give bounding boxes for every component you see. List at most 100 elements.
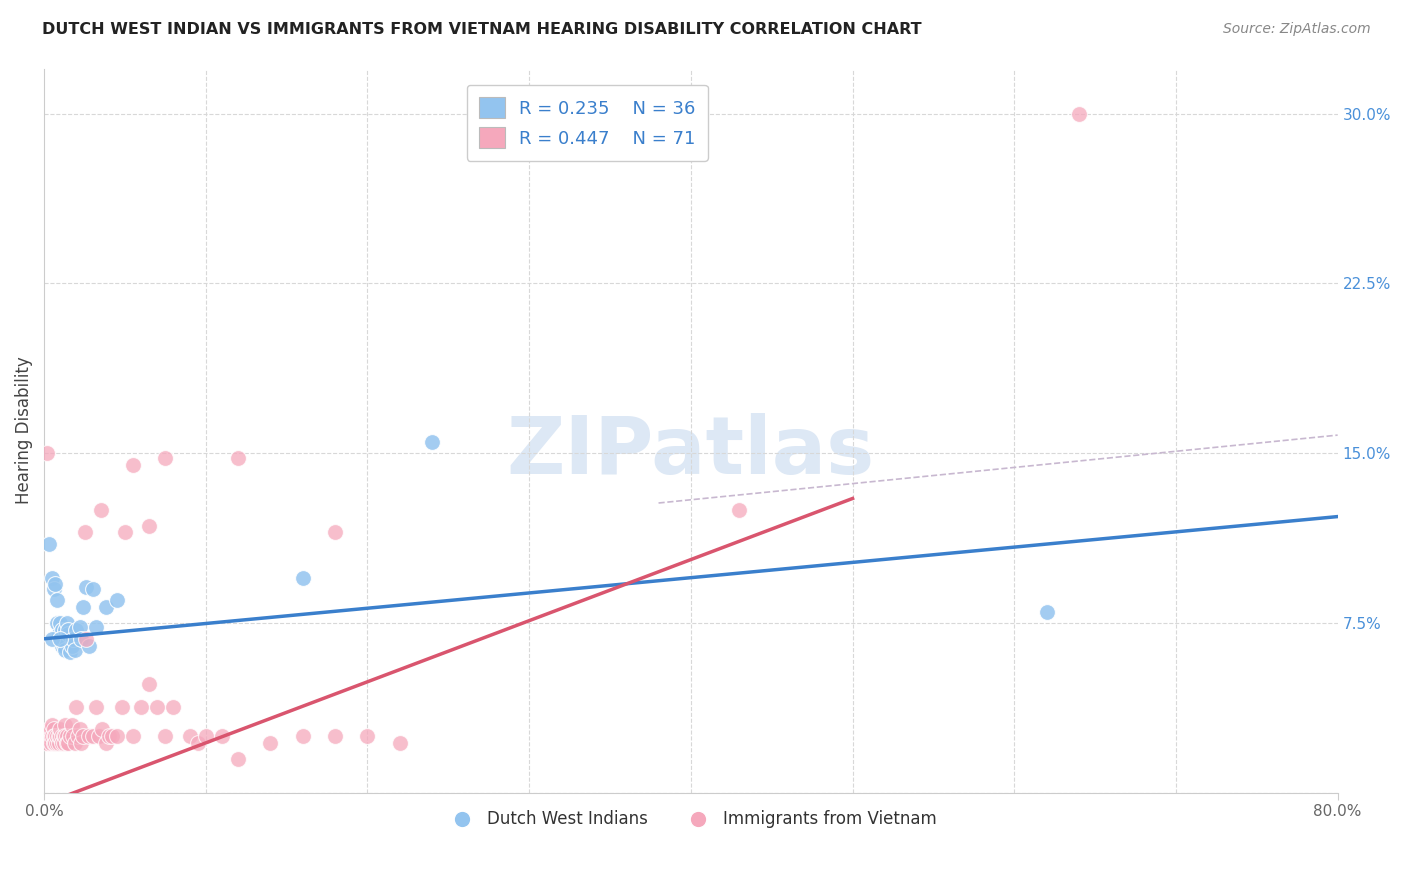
Point (37, 729, 59, 743)
Point (42, 729, 65, 743)
Point (42, 582, 65, 596)
Point (73, 525, 96, 540)
Point (84, 620, 107, 634)
Point (51, 736, 73, 750)
Point (155, 450, 177, 465)
Point (52, 729, 75, 743)
Point (52, 634, 75, 648)
Point (138, 518, 160, 533)
Point (62, 632, 84, 646)
Point (105, 593, 128, 607)
Point (87, 729, 110, 743)
Point (75, 580, 97, 594)
Point (114, 525, 136, 540)
Point (84, 699, 107, 714)
Point (79, 639, 101, 653)
Point (63, 643, 86, 657)
Point (44, 736, 66, 750)
Point (53, 643, 76, 657)
Point (1067, 107, 1090, 121)
Point (42, 736, 65, 750)
Point (49, 632, 72, 646)
Point (356, 729, 378, 743)
Point (46, 736, 69, 750)
Point (129, 699, 152, 714)
Point (51, 729, 73, 743)
Point (323, 525, 346, 540)
Point (122, 729, 145, 743)
Point (70, 632, 93, 646)
Point (38, 729, 60, 743)
Point (90, 503, 112, 517)
Point (259, 736, 281, 750)
Point (52, 736, 75, 750)
Point (44, 577, 66, 591)
Point (69, 723, 91, 737)
Point (82, 729, 104, 743)
Point (37, 446, 59, 460)
Point (49, 723, 72, 737)
Point (46, 729, 69, 743)
Point (42, 723, 65, 737)
Point (94, 736, 117, 750)
Point (59, 729, 82, 743)
Point (323, 729, 346, 743)
Point (1035, 605, 1057, 619)
Point (388, 736, 411, 750)
Point (69, 620, 91, 634)
Point (194, 729, 217, 743)
Point (111, 699, 134, 714)
Point (291, 729, 314, 743)
Point (162, 699, 184, 714)
Point (41, 571, 63, 585)
Text: ZIPatlas: ZIPatlas (506, 413, 875, 491)
Point (48, 736, 70, 750)
Point (48, 729, 70, 743)
Point (101, 729, 124, 743)
Point (67, 729, 90, 743)
Text: Source: ZipAtlas.com: Source: ZipAtlas.com (1223, 22, 1371, 37)
Point (53, 623, 76, 637)
Point (70, 736, 93, 750)
Point (420, 434, 443, 449)
Point (37, 736, 59, 750)
Point (75, 632, 97, 646)
Point (39, 736, 62, 750)
Point (138, 677, 160, 691)
Point (79, 729, 101, 743)
Point (105, 729, 128, 743)
Point (51, 623, 73, 637)
Point (146, 699, 169, 714)
Point (72, 729, 94, 743)
Point (65, 623, 87, 637)
Point (51, 639, 73, 653)
Point (179, 729, 201, 743)
Point (39, 723, 62, 737)
Point (38, 537, 60, 551)
Point (211, 729, 233, 743)
Point (53, 718, 76, 732)
Point (58, 736, 80, 750)
Point (41, 718, 63, 732)
Point (44, 729, 66, 743)
Point (46, 615, 69, 630)
Point (63, 736, 86, 750)
Point (49, 729, 72, 743)
Point (53, 729, 76, 743)
Point (187, 736, 209, 750)
Point (52, 639, 75, 653)
Point (226, 752, 249, 766)
Point (48, 627, 70, 641)
Text: DUTCH WEST INDIAN VS IMMIGRANTS FROM VIETNAM HEARING DISABILITY CORRELATION CHAR: DUTCH WEST INDIAN VS IMMIGRANTS FROM VIE… (42, 22, 922, 37)
Point (41, 729, 63, 743)
Point (49, 632, 72, 646)
Point (58, 627, 80, 641)
Point (94, 600, 117, 615)
Point (46, 593, 69, 607)
Point (55, 736, 77, 750)
Point (97, 729, 120, 743)
Point (58, 623, 80, 637)
Point (155, 729, 177, 743)
Point (291, 571, 314, 585)
Legend: Dutch West Indians, Immigrants from Vietnam: Dutch West Indians, Immigrants from Viet… (439, 804, 943, 835)
